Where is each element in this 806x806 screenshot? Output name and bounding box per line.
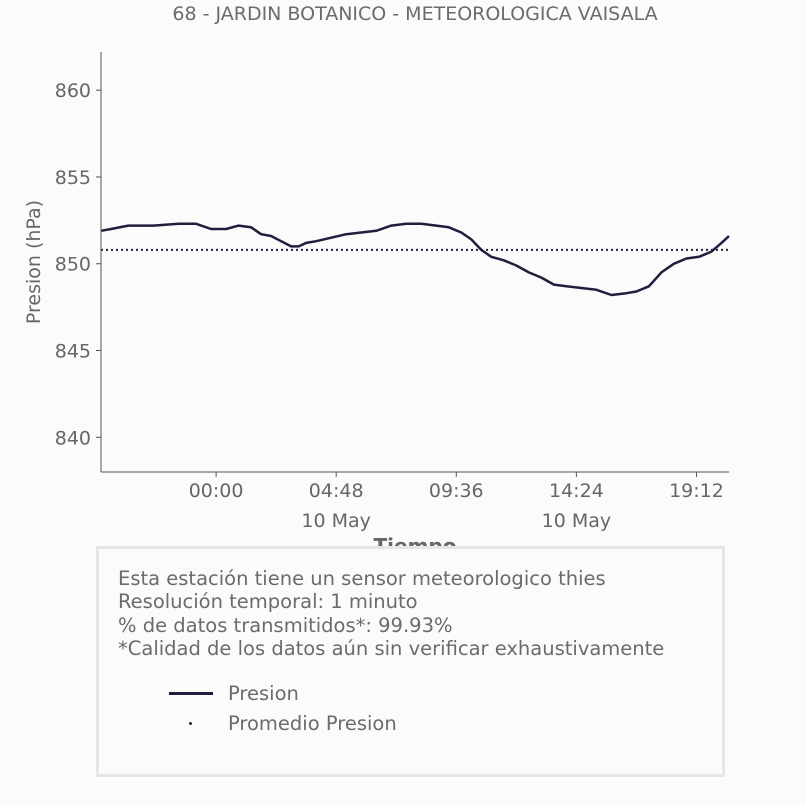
legend-dot-swatch (169, 722, 213, 725)
legend-label-presion: Presion (228, 682, 299, 705)
y-tick-label: 840 (55, 427, 91, 449)
y-tick-label: 855 (55, 167, 91, 189)
x-tick-sublabel: 10 May (301, 510, 371, 532)
series-line-presion (100, 222, 730, 297)
x-tick-sublabel: 10 May (542, 510, 612, 532)
legend-line-swatch (169, 692, 213, 695)
info-line-transmitted: % de datos transmitidos*: 99.93% (118, 613, 453, 637)
legend-label-promedio: Promedio Presion (228, 712, 397, 735)
legend-item-presion: Presion (169, 682, 299, 705)
chart-title: 68 - JARDIN BOTANICO - METEOROLOGICA VAI… (172, 3, 657, 25)
info-text: Esta estación tiene un sensor meteorolog… (118, 567, 664, 660)
x-tick-label: 14:24 (549, 480, 604, 502)
axes: 840 845 850 855 860 00:00 04:48 10 May 09:36 14:2… (55, 52, 729, 532)
y-axis-label: Presion (hPa) (23, 200, 45, 324)
plot-area (100, 222, 730, 297)
y-tick-label: 850 (55, 254, 91, 276)
legend-item-promedio: Promedio Presion (169, 712, 397, 735)
x-tick-label: 19:12 (669, 480, 724, 502)
info-line-resolution: Resolución temporal: 1 minuto (118, 590, 418, 614)
info-line-quality: *Calidad de los datos aún sin verificar … (118, 636, 665, 660)
x-tick-label: 00:00 (189, 480, 244, 502)
y-tick-label: 845 (55, 341, 91, 363)
x-tick-label: 09:36 (429, 480, 484, 502)
x-tick-label: 04:48 (309, 480, 364, 502)
info-line-sensor: Esta estación tiene un sensor meteorolog… (118, 567, 606, 590)
info-box: Esta estación tiene un sensor meteorolog… (96, 546, 725, 777)
y-tick-label: 860 (55, 80, 91, 102)
